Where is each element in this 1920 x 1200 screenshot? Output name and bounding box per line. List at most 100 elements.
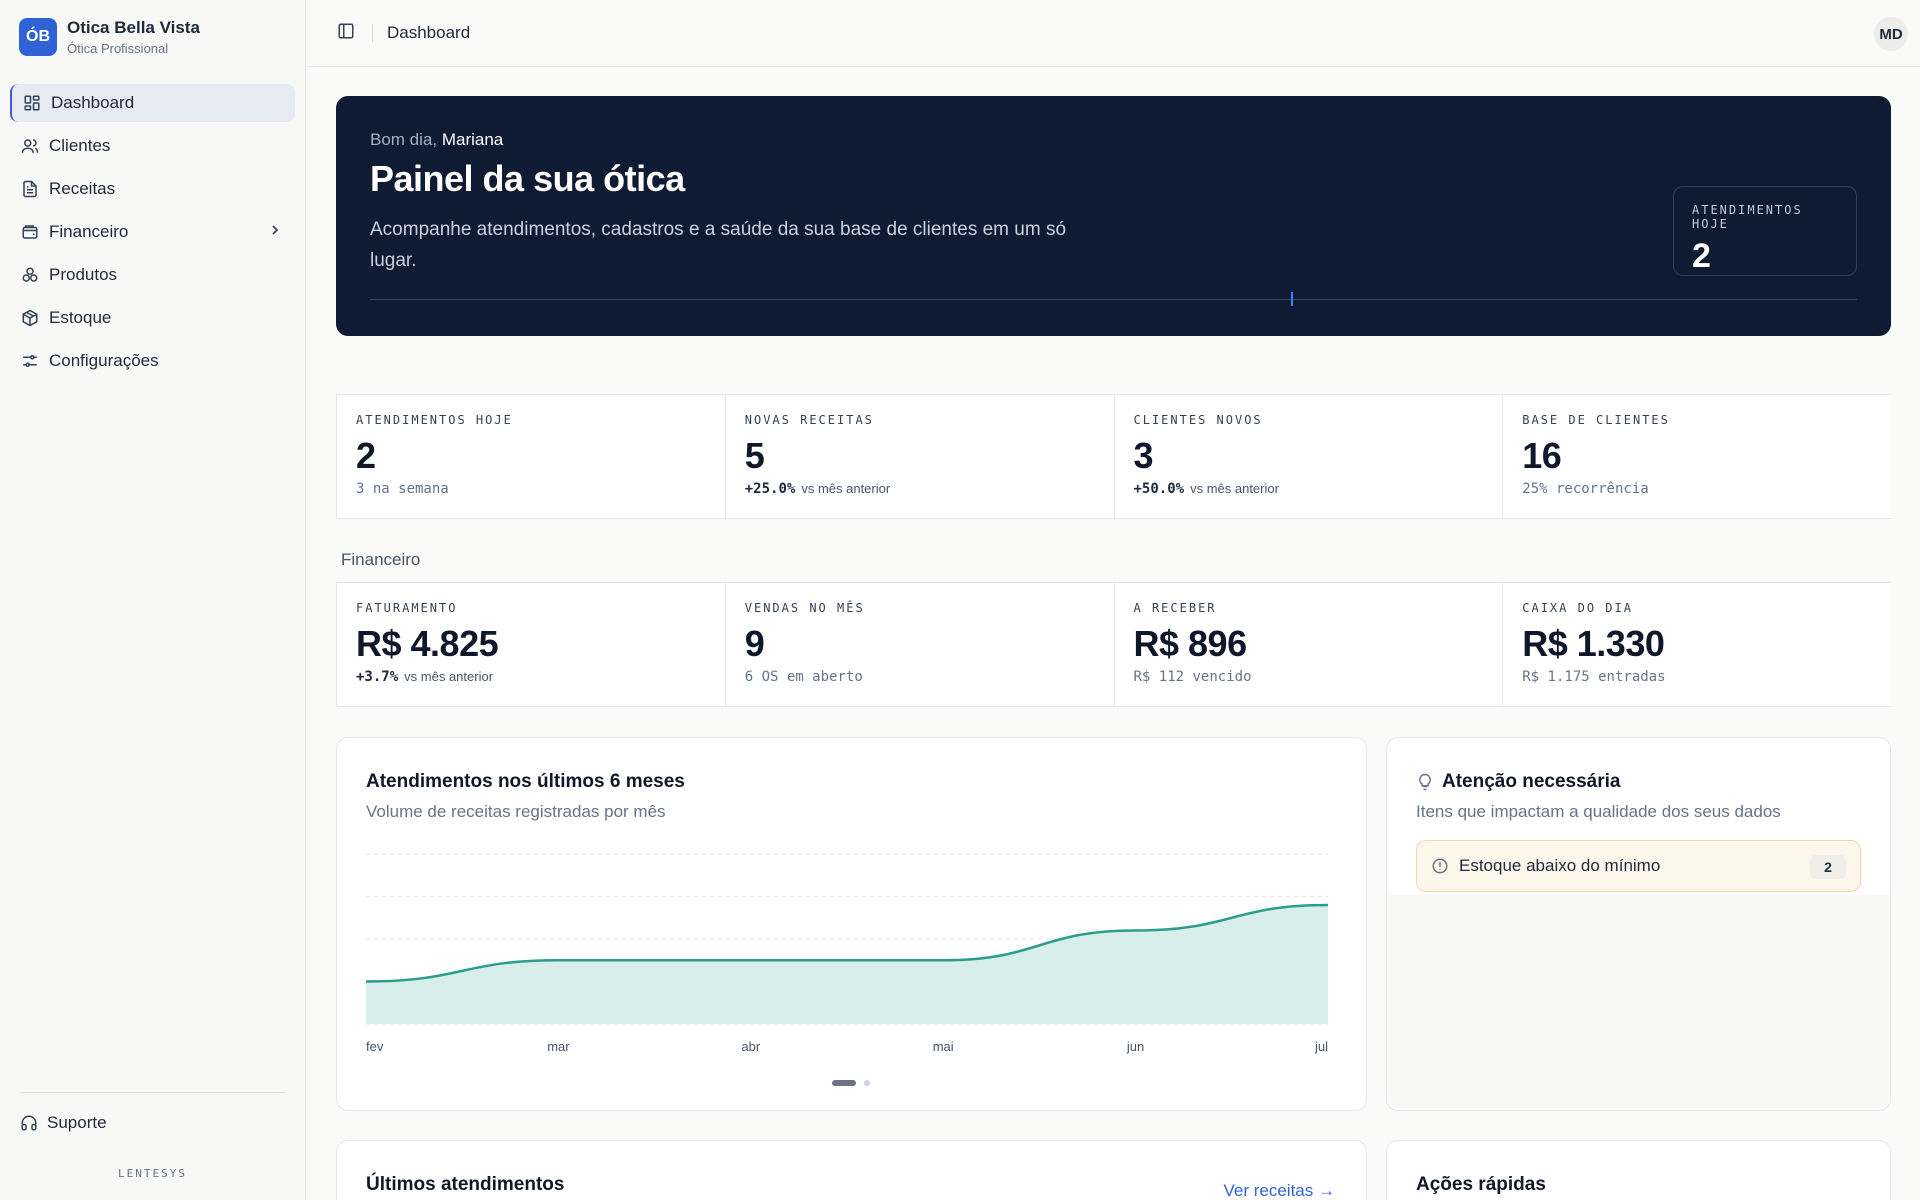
attention-item[interactable]: Estoque abaixo do mínimo 2 xyxy=(1416,840,1861,892)
page-title: Painel da sua ótica xyxy=(370,158,685,199)
attention-item-label: Estoque abaixo do mínimo xyxy=(1459,856,1661,875)
kpi-card: A RECEBER R$ 896 R$ 112 vencido xyxy=(1113,583,1503,706)
hero-description: Acompanhe atendimentos, cadastros e a sa… xyxy=(370,219,1067,271)
alert-circle-icon xyxy=(1431,857,1449,875)
kpi-sub: 6 OS em aberto xyxy=(744,669,863,685)
kpi-card: CLIENTES NOVOS 3 +50.0% vs mês anterior xyxy=(1113,395,1503,518)
kpi-label: BASE DE CLIENTES xyxy=(1522,413,1670,427)
kpi-delta: +3.7% xyxy=(356,669,399,685)
kpi-card: FATURAMENTO R$ 4.825 +3.7% vs mês anterio… xyxy=(336,583,725,706)
kpi-value: 5 xyxy=(744,435,765,476)
sidebar-item-label: Configurações xyxy=(49,351,159,370)
sidebar-item-receitas[interactable]: Receitas xyxy=(10,170,295,208)
kpi-sub: R$ 112 vencido xyxy=(1133,669,1252,685)
wallet-icon xyxy=(20,222,40,242)
count-badge: 2 xyxy=(1810,855,1846,879)
chart-card: Atendimentos nos últimos 6 meses Volume … xyxy=(336,737,1367,1111)
sidebar-item-clientes[interactable]: Clientes xyxy=(10,127,295,165)
kpi-value: R$ 896 xyxy=(1133,623,1248,664)
kpi-sub: R$ 1.175 entradas xyxy=(1522,669,1666,685)
kpi-row: ATENDIMENTOS HOJE 2 3 na semana NOVAS RE… xyxy=(336,394,1891,519)
kpi-value: R$ 1.330 xyxy=(1522,623,1665,664)
sidebar-item-estoque[interactable]: Estoque xyxy=(10,299,295,337)
hero-marker xyxy=(1291,292,1293,306)
series-line xyxy=(365,903,1329,983)
chart-title: Atendimentos nos últimos 6 meses xyxy=(366,771,685,792)
sidebar-item-produtos[interactable]: Produtos xyxy=(10,256,295,294)
kpi-value: 9 xyxy=(744,623,765,664)
layout-dashboard-icon xyxy=(22,93,42,113)
link-label: Ver receitas xyxy=(1223,1181,1314,1200)
file-text-icon xyxy=(20,179,40,199)
x-tick-label: mar xyxy=(547,1039,570,1054)
pagination-dot-active[interactable] xyxy=(832,1080,856,1086)
sidebar-item-label: Estoque xyxy=(49,308,112,327)
kpi-value: R$ 4.825 xyxy=(356,623,499,664)
x-tick-label: abr xyxy=(741,1039,760,1054)
brand-logo: ÓB xyxy=(19,18,57,56)
package-icon xyxy=(20,308,40,328)
greeting: Bom dia, Mariana xyxy=(370,130,503,150)
kpi-card: NOVAS RECEITAS 5 +25.0% vs mês anterior xyxy=(724,395,1114,518)
area-fill xyxy=(366,905,1328,1024)
view-prescriptions-link[interactable]: Ver receitas → xyxy=(1224,1181,1336,1200)
sidebar-divider xyxy=(20,1092,285,1093)
attention-card: Atenção necessária Itens que impactam a … xyxy=(1386,737,1891,1111)
support-label: Suporte xyxy=(47,1113,107,1132)
headphones-icon xyxy=(20,1114,38,1132)
kpi-value: 16 xyxy=(1522,435,1562,476)
sidebar-item-label: Receitas xyxy=(49,179,116,198)
kpi-card: ATENDIMENTOS HOJE 2 3 na semana xyxy=(336,395,725,518)
kpi-delta: +25.0% xyxy=(744,481,796,497)
attention-title: Atenção necessária xyxy=(1442,771,1621,792)
breadcrumb: Dashboard xyxy=(387,23,471,42)
attention-subtitle: Itens que impactam a qualidade dos seus … xyxy=(1416,802,1781,821)
finance-kpi-row: FATURAMENTO R$ 4.825 +3.7% vs mês anterio… xyxy=(336,582,1891,707)
brand[interactable]: ÓB Otica Bella Vista Ótica Profissional xyxy=(0,0,305,74)
kpi-sub: 25% recorrência xyxy=(1522,481,1649,497)
avatar[interactable]: MD xyxy=(1874,17,1908,51)
attention-empty-area xyxy=(1388,895,1889,1109)
kpi-note: vs mês anterior xyxy=(404,669,494,684)
sidebar-item-configuracoes[interactable]: Configurações xyxy=(10,342,295,380)
kpi-card: BASE DE CLIENTES 16 25% recorrência xyxy=(1502,395,1891,518)
topbar-separator xyxy=(372,24,373,42)
quick-actions-card: Ações rápidas xyxy=(1386,1140,1891,1200)
sidebar-nav: Dashboard Clientes Receitas Financeiro xyxy=(0,84,305,380)
chevron-right-icon[interactable] xyxy=(267,222,283,243)
brand-subtitle: Ótica Profissional xyxy=(67,41,169,56)
kpi-sub: +3.7% vs mês anterior xyxy=(356,669,706,685)
topbar: Dashboard MD xyxy=(307,0,1920,67)
attention-header: Atenção necessária xyxy=(1416,771,1621,793)
section-label-financeiro: Financeiro xyxy=(341,550,421,569)
kpi-label: NOVAS RECEITAS xyxy=(744,413,874,427)
sidebar-item-label: Clientes xyxy=(49,136,111,155)
sidebar-item-label: Produtos xyxy=(49,265,118,284)
hero-stat-card: ATENDIMENTOS HOJE 2 xyxy=(1673,186,1857,276)
chart-subtitle: Volume de receitas registradas por mês xyxy=(366,802,666,821)
sidebar-item-financeiro[interactable]: Financeiro xyxy=(10,213,295,251)
sidebar-toggle-button[interactable] xyxy=(333,20,359,46)
kpi-label: A RECEBER xyxy=(1133,601,1217,615)
kpi-label: CAIXA DO DIA xyxy=(1522,601,1633,615)
hero-divider xyxy=(370,299,1857,300)
pagination-dot[interactable] xyxy=(864,1080,870,1086)
sidebar-item-label: Financeiro xyxy=(49,222,129,241)
hero-stat-value: 2 xyxy=(1692,237,1711,275)
x-tick-label: jun xyxy=(1126,1039,1144,1054)
brand-name: Otica Bella Vista xyxy=(67,18,200,37)
sliders-icon xyxy=(20,351,40,371)
kpi-card: CAIXA DO DIA R$ 1.330 R$ 1.175 entradas xyxy=(1502,583,1891,706)
chart-pagination[interactable] xyxy=(832,1080,870,1086)
kpi-note: vs mês anterior xyxy=(801,481,891,496)
arrow-right-icon: → xyxy=(1318,1181,1335,1200)
kpi-sub: 3 na semana xyxy=(356,481,449,497)
lightbulb-icon xyxy=(1416,773,1434,791)
hero-banner: Bom dia, Mariana Painel da sua ótica Aco… xyxy=(336,96,1891,336)
users-icon xyxy=(20,136,40,156)
sidebar-item-dashboard[interactable]: Dashboard xyxy=(10,84,295,122)
kpi-label: FATURAMENTO xyxy=(356,601,458,615)
kpi-label: CLIENTES NOVOS xyxy=(1133,413,1263,427)
recent-title: Últimos atendimentos xyxy=(366,1174,565,1195)
support-link[interactable]: Suporte xyxy=(0,1103,305,1143)
